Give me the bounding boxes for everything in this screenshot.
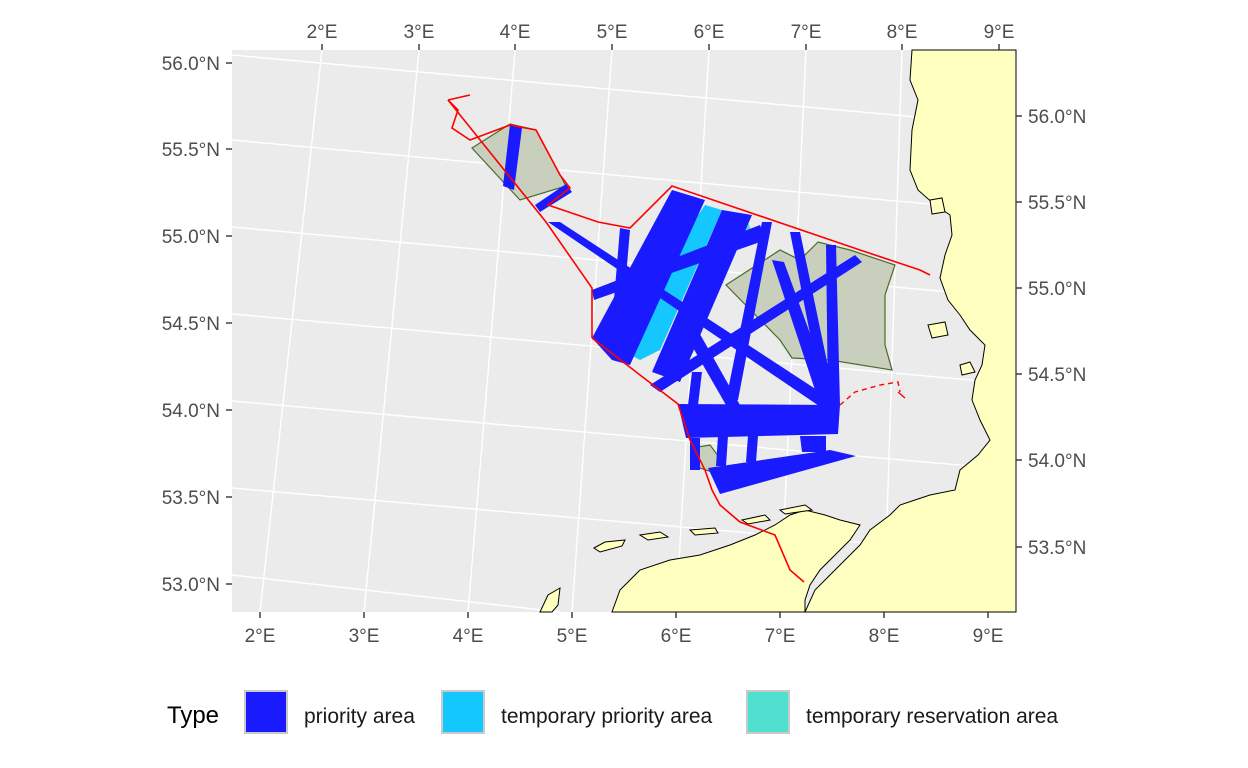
lat-tick-right: 54.5°N xyxy=(1028,365,1086,386)
island xyxy=(927,321,949,339)
axis-ticks xyxy=(226,44,1022,618)
lon-tick-top: 5°E xyxy=(597,22,628,43)
island xyxy=(638,531,670,541)
legend-label: priority area xyxy=(304,705,415,728)
mainland-netherlands xyxy=(611,509,861,613)
lon-tick-top: 3°E xyxy=(404,22,435,43)
lat-tick-right: 56.0°N xyxy=(1028,107,1086,128)
island xyxy=(959,361,976,376)
eez-boundary xyxy=(447,94,931,583)
mainland-north-germany-denmark xyxy=(804,49,1017,613)
lon-tick-bottom: 8°E xyxy=(869,626,900,647)
lon-tick-bottom: 6°E xyxy=(661,626,692,647)
lat-tick-left: 56.0°N xyxy=(162,54,220,75)
island xyxy=(778,504,814,515)
priority-areas xyxy=(503,124,862,494)
lat-tick-left: 54.0°N xyxy=(162,401,220,422)
lon-tick-bottom: 5°E xyxy=(557,626,588,647)
legend-key-temporary-priority-area xyxy=(441,690,485,734)
lat-tick-left: 53.0°N xyxy=(162,575,220,596)
island xyxy=(593,539,626,553)
lat-tick-right: 55.5°N xyxy=(1028,193,1086,214)
lon-tick-top: 2°E xyxy=(307,22,338,43)
lat-tick-left: 55.5°N xyxy=(162,140,220,161)
lon-tick-bottom: 3°E xyxy=(349,626,380,647)
lon-tick-top: 6°E xyxy=(694,22,725,43)
legend-title: Type xyxy=(167,702,220,729)
legend-key-priority-area xyxy=(244,690,288,734)
island xyxy=(929,197,946,215)
island xyxy=(539,587,561,613)
legend-label: temporary reservation area xyxy=(806,705,1059,728)
lon-tick-bottom: 9°E xyxy=(973,626,1004,647)
lat-tick-left: 54.5°N xyxy=(162,314,220,335)
map-figure: 2°E 3°E 4°E 5°E 6°E 7°E 8°E 9°E 2°E 3°E … xyxy=(162,22,1087,647)
legend: Type priority area temporary priority ar… xyxy=(0,688,1248,748)
lat-tick-right: 54.0°N xyxy=(1028,451,1086,472)
lat-tick-right: 53.5°N xyxy=(1028,538,1086,559)
island xyxy=(688,527,719,536)
land xyxy=(539,49,1017,613)
lon-tick-top: 7°E xyxy=(791,22,822,43)
legend-key-temporary-reservation-area xyxy=(746,690,790,734)
eez-boundary-west xyxy=(447,99,593,338)
lon-tick-bottom: 2°E xyxy=(245,626,276,647)
eez-boundary-east xyxy=(897,391,906,399)
lon-tick-top: 8°E xyxy=(887,22,918,43)
lon-tick-top: 4°E xyxy=(500,22,531,43)
lat-tick-left: 53.5°N xyxy=(162,488,220,509)
island xyxy=(740,514,772,525)
lat-tick-right: 55.0°N xyxy=(1028,279,1086,300)
lon-tick-top: 9°E xyxy=(984,22,1015,43)
eez-boundary-dashed xyxy=(839,381,901,406)
lon-tick-bottom: 7°E xyxy=(765,626,796,647)
lat-tick-left: 55.0°N xyxy=(162,227,220,248)
legend-label: temporary priority area xyxy=(501,705,713,728)
lon-tick-bottom: 4°E xyxy=(453,626,484,647)
